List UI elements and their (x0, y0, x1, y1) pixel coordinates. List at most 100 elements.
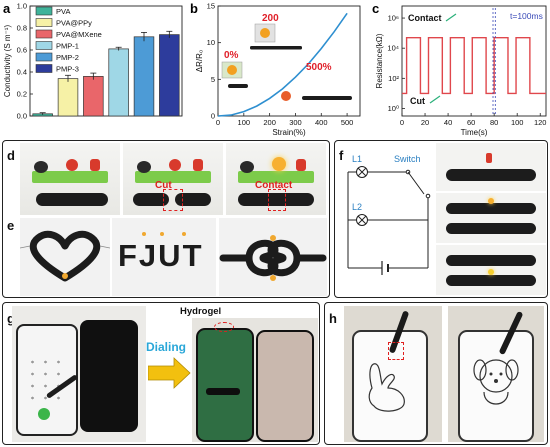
photo-phone-calling (192, 318, 318, 442)
cut-label: Cut (155, 180, 172, 191)
x-tick-label: 400 (315, 118, 328, 127)
bar (133, 36, 155, 117)
x-axis-label: Strain(%) (272, 128, 306, 137)
legend-label: PVA (56, 7, 70, 16)
conductivity-bar-chart: 0.0 0.2 0.4 0.6 0.8 1.0 Conductivity (S m⁻¹) PV… (3, 2, 183, 121)
panel-label-e: e (7, 218, 15, 233)
photo-heart-shape (20, 218, 110, 296)
legend-label: PVA@PPy (56, 19, 92, 28)
photo-circuit-cut (123, 143, 223, 215)
panel-label-g: g (7, 311, 15, 326)
bar (108, 48, 129, 117)
y-tick-label: 10⁰ (388, 104, 399, 113)
contact-label: Contact (255, 180, 293, 191)
x-tick-label: 200 (263, 118, 276, 127)
panel-label-c: c (372, 1, 379, 16)
y-tick-label: 1.0 (17, 2, 27, 11)
x-tick-label: 100 (238, 118, 251, 127)
y-tick-label: 0.6 (17, 46, 27, 55)
contact-arrow (445, 13, 457, 22)
series-line (217, 12, 348, 117)
l1-label: L1 (352, 154, 362, 164)
cut-annotation: Cut (410, 96, 425, 106)
plot-frame (401, 5, 547, 117)
photo-drawing-dog (448, 306, 544, 442)
y-tick-label: 0.4 (17, 68, 27, 77)
x-tick-label: 500 (341, 118, 354, 127)
photo-phone-dialpad (12, 306, 146, 442)
circuit-schematic: L1 L2 Switch (347, 154, 431, 275)
y-axis-label: ΔR/R₀ (195, 50, 204, 72)
plot-frame (217, 5, 361, 117)
hydrogel-label: Hydrogel (180, 306, 222, 317)
cut-arrow (429, 95, 441, 104)
plot-frame (29, 5, 183, 117)
x-tick-label: 0 (216, 118, 220, 127)
legend-label: PMP-2 (56, 53, 79, 62)
bar (57, 78, 79, 117)
x-tick-label: 0 (400, 118, 404, 127)
inset-gel-500 (302, 96, 352, 100)
legend-swatch (35, 41, 53, 50)
panel-label-h: h (329, 311, 337, 326)
bar (159, 34, 180, 117)
photo-circuit-contact (226, 143, 326, 215)
x-tick-label: 300 (289, 118, 302, 127)
x-axis-label: Time(s) (461, 128, 488, 137)
period-annotation: t=100ms (510, 11, 543, 21)
x-tick-label: 80 (490, 118, 498, 127)
legend-label: PMP-1 (56, 42, 79, 51)
inset-led-200 (260, 28, 270, 38)
y-tick-label: 15 (207, 2, 215, 11)
top-charts: a 0.0 0.2 0.4 0.6 0.8 1.0 Conductivity (S m⁻¹)… (3, 1, 547, 137)
x-tick-label: 60 (467, 118, 475, 127)
l2-label: L2 (352, 202, 362, 212)
annotation: 500% (306, 62, 332, 73)
y-axis-label: Resistance(kΩ) (375, 33, 384, 88)
photo-switch-l2 (436, 245, 546, 295)
inset-gel-0 (228, 84, 248, 88)
x-tick-label: 120 (534, 118, 547, 127)
inset-led-0 (227, 65, 237, 75)
arrow-right-icon (148, 357, 191, 389)
photo-fjut-letters: FJUT (112, 218, 216, 296)
legend-swatch (35, 52, 53, 62)
legend-label: PMP-3 (56, 65, 79, 74)
fjut-text: FJUT (118, 238, 204, 273)
x-tick-label: 40 (444, 118, 452, 127)
y-tick-label: 5 (211, 75, 215, 84)
switch-label: Switch (394, 154, 421, 164)
resistance-time-chart: 0 20 40 60 80 100 120 10⁰ 10² 10⁴ 10⁶ Time(s) Resist… (375, 5, 547, 137)
y-tick-label: 10⁶ (388, 14, 399, 23)
photo-drawing-rabbit (344, 306, 442, 442)
y-axis-label: Conductivity (S m⁻¹) (3, 25, 12, 98)
legend-label: PVA@MXene (56, 30, 102, 39)
panel-label-a: a (3, 1, 11, 16)
legend-swatch (35, 18, 53, 27)
annotation: 200 (262, 13, 279, 24)
strain-response-chart: 0 100 200 300 400 500 0 5 10 15 Strain(%) ΔR/R₀ 0% 20… (195, 2, 361, 137)
contact-annotation: Contact (408, 13, 442, 23)
bar (83, 76, 104, 117)
y-tick-label: 10² (388, 74, 399, 83)
y-tick-label: 10 (207, 38, 215, 47)
inset-led-500 (281, 91, 291, 101)
panel-label-b: b (190, 1, 198, 16)
y-tick-label: 0.2 (17, 90, 27, 99)
photo-circuit-intact (20, 143, 120, 215)
legend-swatch (35, 29, 53, 39)
photo-switch-off (436, 143, 546, 191)
x-tick-label: 100 (511, 118, 524, 127)
photo-switch-l1 (436, 193, 546, 243)
x-tick-label: 20 (421, 118, 429, 127)
photo-link-shape (219, 218, 327, 296)
panel-label-d: d (7, 148, 15, 163)
y-tick-label: 0 (211, 112, 215, 121)
inset-gel-200 (250, 46, 302, 50)
legend-swatch (35, 6, 53, 16)
legend-swatch (35, 64, 53, 73)
dialing-label: Dialing (146, 340, 187, 354)
y-tick-label: 0.8 (17, 24, 27, 33)
panel-label-f: f (339, 148, 344, 163)
y-tick-label: 10⁴ (387, 44, 399, 53)
